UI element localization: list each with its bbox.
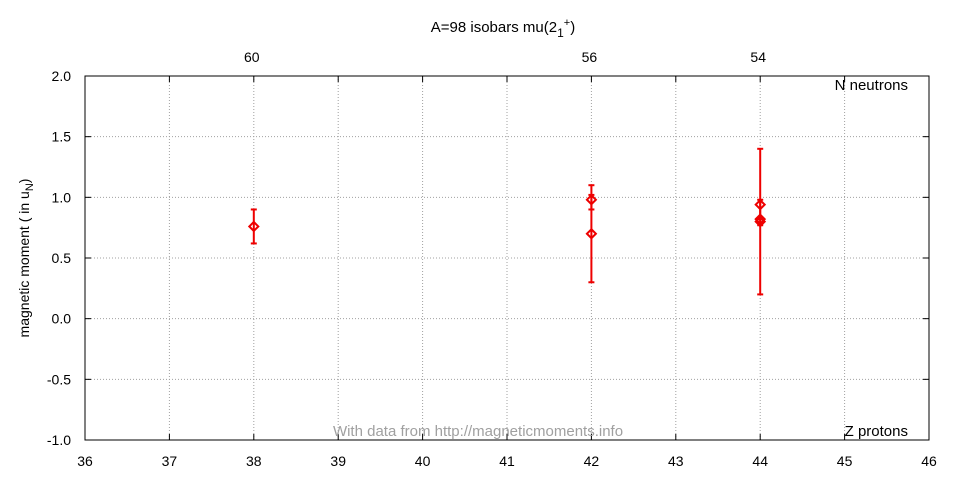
data-point — [754, 215, 767, 228]
grid — [85, 76, 929, 440]
y-tick-label: -0.5 — [47, 371, 71, 387]
top-tick-label: 60 — [244, 49, 260, 65]
tick-labels: 36 37 38 39 40 41 42 43 44 45 46 -1.0 -0.5 0.0 0.5 1.0 1… — [47, 49, 937, 469]
y-tick-label: 1.0 — [52, 189, 72, 205]
y-tick-label: 2.0 — [52, 68, 72, 84]
y-axis-label: magnetic moment ( in uN) — [16, 179, 36, 338]
n-neutrons-label: N neutrons — [835, 77, 908, 94]
diamond-marker — [754, 215, 767, 228]
x-tick-label: 43 — [668, 453, 684, 469]
axis-ticks — [84, 75, 930, 441]
data-point — [247, 208, 260, 245]
y-tick-label: 0.5 — [52, 250, 72, 266]
x-tick-label: 39 — [330, 453, 346, 469]
x-tick-label: 44 — [752, 453, 768, 469]
top-tick-label: 56 — [582, 49, 598, 65]
x-tick-label: 42 — [584, 453, 600, 469]
x-tick-label: 37 — [162, 453, 178, 469]
data-point — [754, 198, 767, 296]
z-protons-label: Z protons — [845, 423, 908, 440]
data-credit: With data from http://magneticmoments.in… — [333, 423, 623, 440]
x-tick-label: 36 — [77, 453, 93, 469]
x-tick-label: 40 — [415, 453, 431, 469]
y-tick-label: -1.0 — [47, 432, 71, 448]
y-tick-label: 1.5 — [52, 129, 72, 145]
x-tick-label: 46 — [921, 453, 937, 469]
x-tick-label: 38 — [246, 453, 262, 469]
y-tick-label: 0.0 — [52, 311, 72, 327]
data-points — [247, 147, 767, 296]
chart-title: A=98 isobars mu(21+) — [431, 17, 575, 40]
diamond-marker — [585, 227, 598, 240]
x-tick-label: 41 — [499, 453, 515, 469]
diamond-marker — [247, 220, 260, 233]
data-point — [585, 193, 598, 284]
top-tick-label: 54 — [750, 49, 766, 65]
x-tick-label: 45 — [837, 453, 853, 469]
